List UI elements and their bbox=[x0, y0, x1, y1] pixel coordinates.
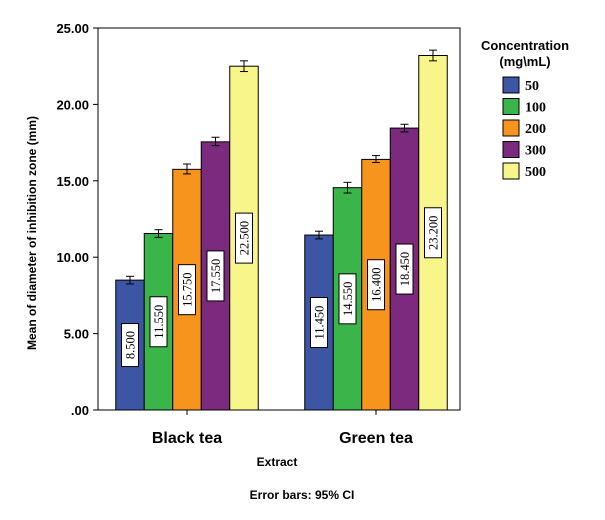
error-bar bbox=[240, 60, 248, 73]
data-label: 15.750 bbox=[178, 264, 196, 316]
x-tick-label: Black tea bbox=[152, 430, 222, 447]
legend-item: 50 bbox=[502, 76, 539, 94]
legend-label: 200 bbox=[525, 122, 546, 137]
y-tick-label: .00 bbox=[71, 403, 89, 418]
y-tick-label: 15.00 bbox=[56, 174, 89, 189]
data-label: 8.500 bbox=[121, 323, 139, 368]
data-label-text: 14.550 bbox=[341, 282, 355, 316]
error-bar-note: Error bars: 95% CI bbox=[250, 488, 355, 502]
data-label-box bbox=[424, 207, 442, 259]
data-label-box bbox=[367, 259, 385, 311]
legend-label: 500 bbox=[525, 165, 546, 180]
error-bar bbox=[400, 123, 409, 133]
legend-item: 100 bbox=[502, 98, 546, 116]
y-axis-title: Mean of diameter of inhibition zone (mm) bbox=[25, 116, 39, 350]
data-label: 17.550 bbox=[206, 250, 225, 302]
y-axis: .00 5.00 10.00 15.00 20.00 25.00 bbox=[56, 21, 98, 418]
data-label: 23.200 bbox=[424, 207, 442, 259]
error-bar bbox=[154, 229, 163, 238]
data-label-text: 23.200 bbox=[427, 216, 441, 250]
data-label-box bbox=[310, 297, 328, 349]
data-label-text: 11.450 bbox=[313, 306, 327, 340]
plot-area: 8.500 11.550 15.750 17.550 22.500 11.450 14.55… bbox=[97, 27, 461, 411]
legend-title-unit: (mg\mL) bbox=[499, 54, 550, 69]
error-bar bbox=[343, 181, 352, 194]
legend-item: 300 bbox=[502, 141, 546, 159]
error-bar bbox=[315, 230, 323, 240]
data-label: 11.550 bbox=[149, 296, 168, 348]
legend-item: 200 bbox=[502, 119, 546, 137]
data-label-box bbox=[338, 273, 357, 325]
error-bar bbox=[429, 49, 437, 62]
data-label: 11.450 bbox=[310, 297, 328, 349]
data-label-text: 15.750 bbox=[181, 272, 195, 306]
data-label-box bbox=[235, 212, 253, 264]
y-tick-label: 10.00 bbox=[56, 250, 89, 265]
data-label: 18.450 bbox=[395, 243, 414, 295]
x-tick-label: Green tea bbox=[339, 430, 413, 447]
data-label: 22.500 bbox=[235, 212, 253, 264]
data-label-text: 16.400 bbox=[370, 268, 384, 302]
error-bar bbox=[183, 163, 191, 175]
data-label-box bbox=[121, 323, 139, 368]
data-label: 16.400 bbox=[367, 259, 385, 311]
legend-swatch bbox=[502, 119, 520, 137]
x-axis: Black tea Green tea bbox=[152, 410, 413, 447]
legend-swatch bbox=[502, 76, 520, 94]
data-label-text: 22.500 bbox=[238, 221, 252, 255]
data-label: 14.550 bbox=[338, 273, 357, 325]
legend: Concentration (mg\mL) 50 100 200 300 500 bbox=[481, 38, 569, 180]
legend-item: 500 bbox=[502, 162, 546, 180]
x-axis-title: Extract bbox=[257, 455, 298, 469]
legend-label: 100 bbox=[525, 101, 546, 116]
data-label-box bbox=[178, 264, 196, 316]
data-label-box bbox=[206, 250, 225, 302]
y-tick-label: 5.00 bbox=[64, 327, 89, 342]
error-bar bbox=[211, 136, 220, 147]
legend-title: Concentration bbox=[481, 38, 569, 53]
data-label-box bbox=[395, 243, 414, 295]
legend-swatch bbox=[502, 162, 520, 180]
legend-label: 50 bbox=[525, 79, 539, 94]
legend-label: 300 bbox=[525, 144, 546, 159]
data-label-text: 17.550 bbox=[209, 259, 223, 293]
y-tick-label: 20.00 bbox=[56, 97, 89, 112]
error-bar bbox=[126, 275, 134, 285]
data-label-text: 18.450 bbox=[398, 252, 412, 286]
data-label-text: 8.500 bbox=[124, 331, 138, 359]
data-label-box bbox=[149, 296, 168, 348]
y-tick-label: 25.00 bbox=[56, 21, 89, 36]
error-bar bbox=[372, 155, 380, 163]
legend-swatch bbox=[502, 98, 520, 115]
legend-swatch bbox=[502, 141, 520, 158]
data-label-text: 11.550 bbox=[152, 305, 166, 339]
